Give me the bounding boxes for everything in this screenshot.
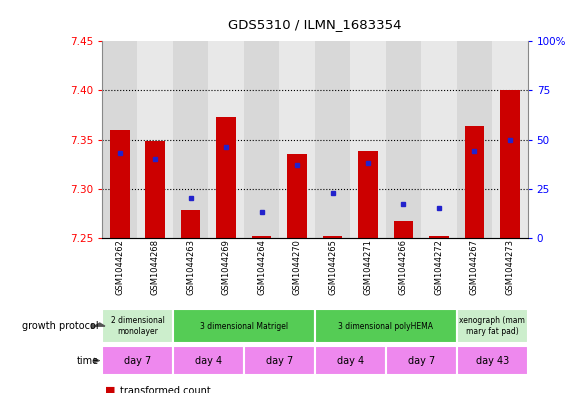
Bar bbox=[173, 41, 209, 238]
Bar bbox=[110, 130, 129, 238]
Text: day 4: day 4 bbox=[337, 356, 364, 365]
Bar bbox=[429, 236, 449, 238]
Bar bbox=[394, 221, 413, 238]
Bar bbox=[500, 90, 519, 238]
Bar bbox=[492, 41, 528, 238]
Bar bbox=[465, 126, 484, 238]
Text: day 43: day 43 bbox=[476, 356, 509, 365]
Bar bbox=[386, 41, 421, 238]
Bar bbox=[102, 41, 138, 238]
Text: growth protocol: growth protocol bbox=[23, 321, 99, 331]
Text: transformed count: transformed count bbox=[120, 386, 210, 393]
Bar bbox=[279, 41, 315, 238]
Bar bbox=[456, 309, 528, 343]
Bar bbox=[315, 309, 456, 343]
Text: day 7: day 7 bbox=[266, 356, 293, 365]
Bar bbox=[173, 347, 244, 375]
Text: day 7: day 7 bbox=[124, 356, 151, 365]
Text: time: time bbox=[77, 356, 99, 365]
Bar bbox=[173, 309, 315, 343]
Bar bbox=[315, 41, 350, 238]
Text: 2 dimensional
monolayer: 2 dimensional monolayer bbox=[111, 316, 164, 336]
Bar bbox=[323, 236, 342, 238]
Bar bbox=[244, 347, 315, 375]
Bar bbox=[350, 41, 386, 238]
Bar bbox=[146, 141, 165, 238]
Bar bbox=[252, 236, 271, 238]
Text: ■: ■ bbox=[105, 386, 115, 393]
Text: 3 dimensional polyHEMA: 3 dimensional polyHEMA bbox=[338, 322, 433, 331]
Bar bbox=[216, 117, 236, 238]
Bar bbox=[287, 154, 307, 238]
Bar bbox=[421, 41, 456, 238]
Bar bbox=[456, 347, 528, 375]
Text: xenograph (mam
mary fat pad): xenograph (mam mary fat pad) bbox=[459, 316, 525, 336]
Bar bbox=[138, 41, 173, 238]
Text: day 4: day 4 bbox=[195, 356, 222, 365]
Bar bbox=[456, 41, 492, 238]
Bar bbox=[102, 347, 173, 375]
Bar bbox=[102, 309, 173, 343]
Bar bbox=[315, 347, 386, 375]
Text: 3 dimensional Matrigel: 3 dimensional Matrigel bbox=[200, 322, 288, 331]
Bar bbox=[181, 210, 201, 238]
Bar bbox=[209, 41, 244, 238]
Text: GDS5310 / ILMN_1683354: GDS5310 / ILMN_1683354 bbox=[228, 18, 402, 31]
Bar bbox=[359, 151, 378, 238]
Bar bbox=[386, 347, 456, 375]
Bar bbox=[244, 41, 279, 238]
Text: day 7: day 7 bbox=[408, 356, 435, 365]
